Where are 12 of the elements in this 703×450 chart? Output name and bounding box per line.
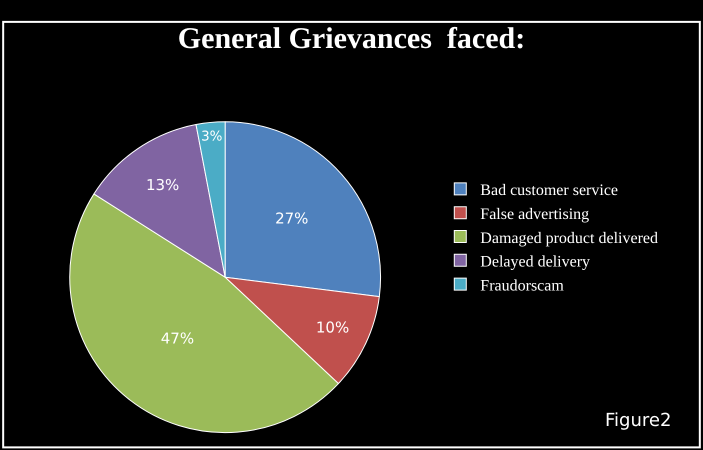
legend-label: Delayed delivery xyxy=(480,254,590,271)
data-label: 27% xyxy=(275,209,308,228)
data-label: 10% xyxy=(316,318,350,337)
legend-label: Damaged product delivered xyxy=(480,230,658,247)
data-label: 47% xyxy=(160,330,194,348)
legend-label: Bad customer service xyxy=(480,182,618,200)
data-label: 3% xyxy=(201,129,223,144)
chart-title: General Grievances faced: xyxy=(178,22,526,55)
data-label: 13% xyxy=(146,176,180,194)
caption: Figure2 xyxy=(605,410,672,431)
legend-label: Fraudorscam xyxy=(480,277,564,294)
legend-label: False advertising xyxy=(480,206,590,223)
